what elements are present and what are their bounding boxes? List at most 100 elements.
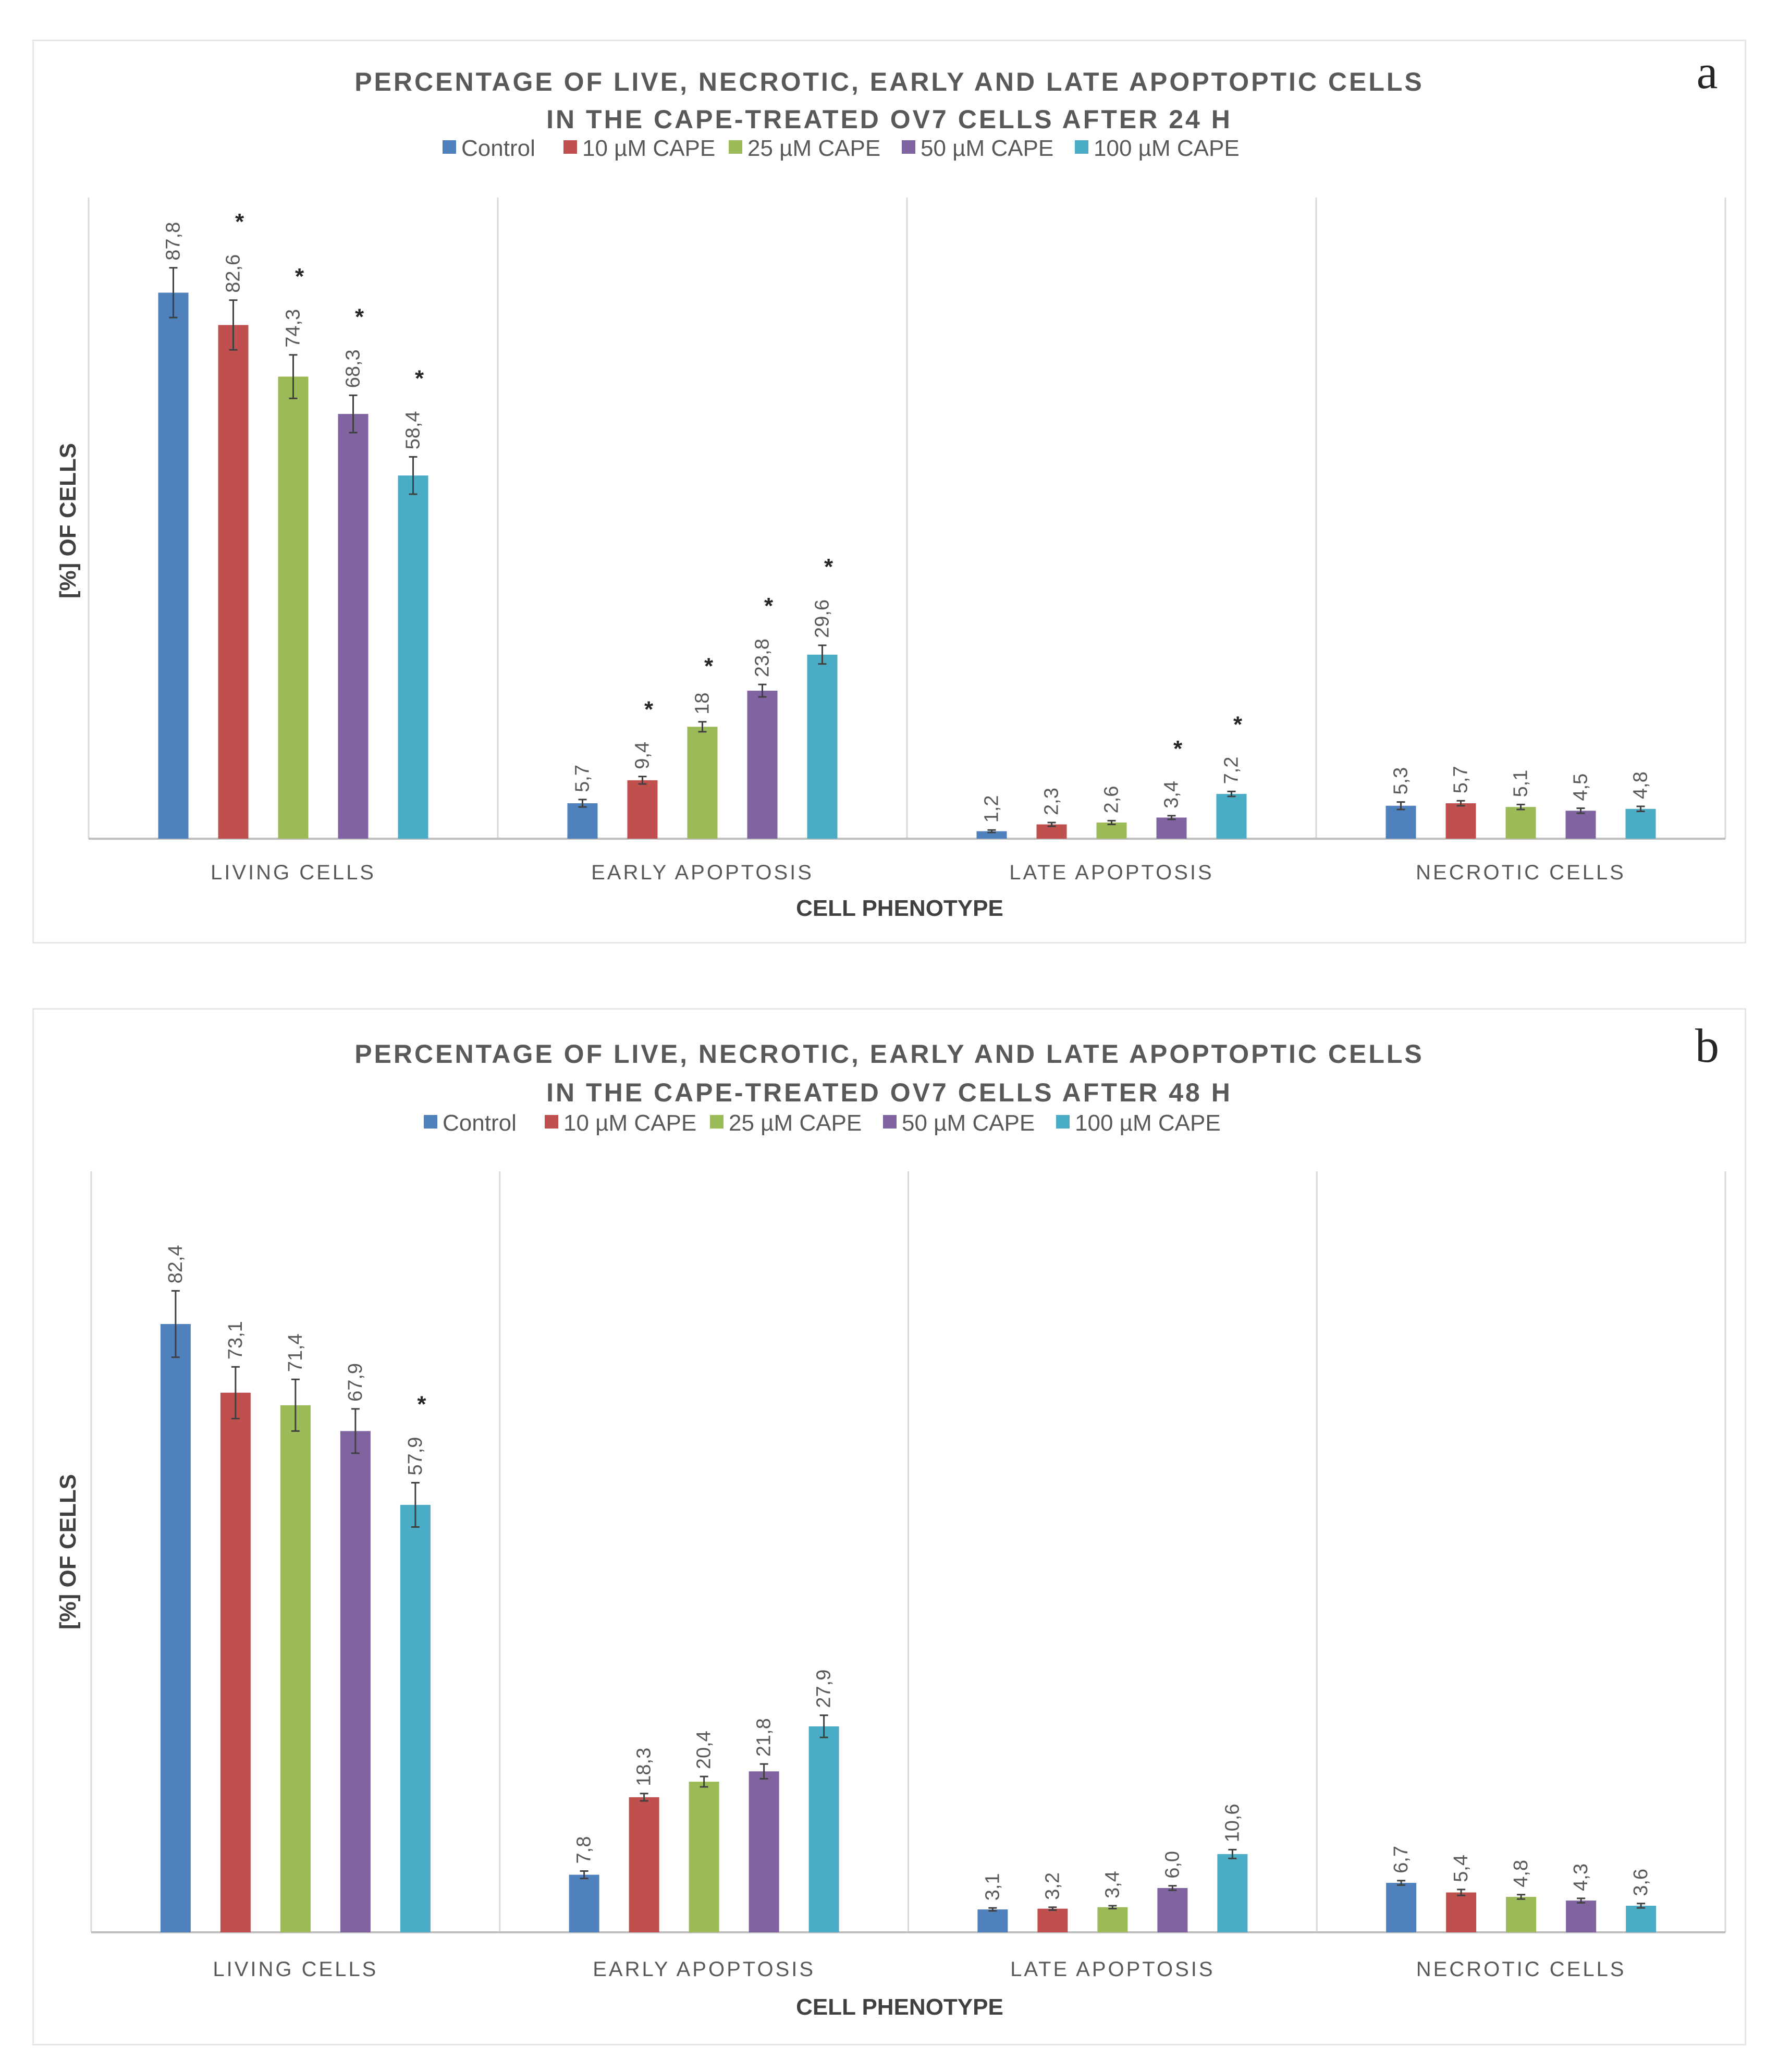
chart-a-svg: PERCENTAGE OF LIVE, NECROTIC, EARLY AND … — [55, 45, 1726, 921]
panel-letter: a — [1697, 45, 1718, 99]
data-label: 10,6 — [1221, 1804, 1243, 1842]
category-label: NECROTIC CELLS — [1416, 1958, 1626, 1981]
data-label: 74,3 — [283, 309, 304, 348]
legend-swatch-1 — [545, 1115, 558, 1129]
bar-50-m-cape-1 — [749, 1771, 779, 1932]
bar-10-m-cape-1 — [627, 780, 658, 839]
bar-control-2 — [977, 1909, 1008, 1932]
significance-star: * — [355, 304, 364, 329]
legend-swatch-3 — [902, 140, 915, 154]
significance-star: * — [295, 264, 304, 289]
legend-swatch-2 — [710, 1115, 724, 1129]
data-label: 2,6 — [1101, 786, 1123, 814]
data-label: 3,1 — [982, 1873, 1003, 1901]
bar-50-m-cape-0 — [340, 1431, 371, 1932]
legend-label: 10 µM CAPE — [582, 136, 715, 161]
bar-control-2 — [976, 831, 1007, 839]
chart-title-line: PERCENTAGE OF LIVE, NECROTIC, EARLY AND … — [354, 1039, 1424, 1069]
data-label: 21,8 — [753, 1718, 775, 1757]
data-label: 7,8 — [573, 1836, 595, 1864]
y-axis-title: [%] OF CELLS — [55, 443, 81, 598]
category-label: LIVING CELLS — [211, 861, 376, 884]
category-label: NECROTIC CELLS — [1416, 861, 1626, 884]
data-label: 4,8 — [1510, 1860, 1532, 1887]
data-label: 4,3 — [1570, 1863, 1592, 1891]
chart-panel-a: PERCENTAGE OF LIVE, NECROTIC, EARLY AND … — [32, 40, 1746, 943]
bar-50-m-cape-2 — [1157, 1888, 1188, 1932]
bar-10-m-cape-3 — [1446, 1892, 1477, 1932]
bar-25-m-cape-0 — [280, 1405, 311, 1932]
legend-swatch-3 — [883, 1115, 897, 1129]
data-label: 82,6 — [223, 254, 244, 293]
data-label: 67,9 — [345, 1363, 366, 1402]
legend-label: 10 µM CAPE — [563, 1110, 696, 1136]
bar-100-m-cape-1 — [808, 1726, 839, 1932]
bar-10-m-cape-0 — [220, 1392, 251, 1932]
legend-swatch-0 — [424, 1115, 437, 1129]
legend-swatch-2 — [729, 140, 742, 154]
data-label: 3,4 — [1161, 781, 1183, 808]
bar-control-1 — [567, 803, 598, 839]
data-label: 2,3 — [1041, 788, 1063, 815]
data-label: 27,9 — [813, 1670, 835, 1708]
data-label: 57,9 — [404, 1437, 426, 1476]
data-label: 3,6 — [1630, 1869, 1652, 1896]
data-label: 18,3 — [633, 1748, 655, 1786]
bar-control-3 — [1386, 1883, 1417, 1932]
data-label: 58,4 — [402, 411, 424, 449]
bar-50-m-cape-2 — [1156, 817, 1187, 839]
bar-25-m-cape-0 — [278, 376, 309, 839]
bar-50-m-cape-3 — [1566, 1901, 1597, 1932]
legend-label: 25 µM CAPE — [729, 1110, 862, 1136]
chart-b-svg: PERCENTAGE OF LIVE, NECROTIC, EARLY AND … — [55, 1019, 1726, 2020]
data-label: 73,1 — [225, 1321, 247, 1359]
legend-swatch-1 — [563, 140, 577, 154]
data-label: 6,0 — [1161, 1851, 1183, 1879]
data-label: 5,7 — [1450, 766, 1472, 793]
category-label: LATE APOPTOSIS — [1009, 861, 1213, 884]
chart-title-line: PERCENTAGE OF LIVE, NECROTIC, EARLY AND … — [354, 67, 1424, 96]
data-label: 5,4 — [1450, 1855, 1472, 1882]
significance-star: * — [704, 654, 714, 679]
bar-100-m-cape-2 — [1216, 794, 1247, 839]
category-label: LIVING CELLS — [213, 1958, 378, 1981]
data-label: 9,4 — [632, 742, 654, 769]
legend-swatch-4 — [1075, 140, 1088, 154]
bar-control-3 — [1385, 805, 1416, 839]
bar-control-0 — [160, 1324, 191, 1932]
chart-panel-b: PERCENTAGE OF LIVE, NECROTIC, EARLY AND … — [32, 1008, 1746, 2045]
significance-star: * — [1233, 712, 1243, 737]
legend-label: 25 µM CAPE — [747, 136, 880, 161]
data-label: 4,8 — [1630, 771, 1652, 799]
data-label: 29,6 — [812, 599, 833, 638]
legend-label: Control — [443, 1110, 517, 1136]
data-label: 5,3 — [1390, 767, 1412, 795]
legend-label: Control — [461, 136, 535, 161]
significance-star: * — [1173, 736, 1183, 762]
bar-10-m-cape-3 — [1445, 803, 1476, 839]
legend-label: 50 µM CAPE — [902, 1110, 1035, 1136]
significance-star: * — [417, 1392, 426, 1417]
data-label: 1,2 — [981, 795, 1003, 823]
bar-25-m-cape-2 — [1097, 1907, 1128, 1932]
data-label: 3,2 — [1041, 1872, 1063, 1900]
bar-control-1 — [569, 1874, 599, 1932]
bar-25-m-cape-3 — [1506, 1897, 1537, 1932]
legend-label: 100 µM CAPE — [1094, 136, 1240, 161]
bar-100-m-cape-1 — [807, 654, 838, 839]
data-label: 68,3 — [342, 349, 364, 388]
legend-label: 50 µM CAPE — [921, 136, 1053, 161]
panel-letter: b — [1695, 1019, 1719, 1072]
significance-star: * — [415, 365, 424, 391]
bar-50-m-cape-0 — [338, 414, 369, 839]
bar-50-m-cape-1 — [747, 691, 778, 839]
y-axis-title: [%] OF CELLS — [55, 1474, 81, 1629]
data-label: 3,4 — [1101, 1871, 1123, 1898]
chart-title-line: IN THE CAPE-TREATED OV7 CELLS AFTER 48 H — [546, 1078, 1232, 1107]
significance-star: * — [824, 554, 833, 580]
x-axis-title: CELL PHENOTYPE — [796, 1994, 1003, 2020]
bar-10-m-cape-1 — [629, 1797, 659, 1932]
data-label: 18 — [692, 692, 714, 714]
legend-label: 100 µM CAPE — [1075, 1110, 1221, 1136]
bar-10-m-cape-2 — [1037, 1908, 1068, 1932]
